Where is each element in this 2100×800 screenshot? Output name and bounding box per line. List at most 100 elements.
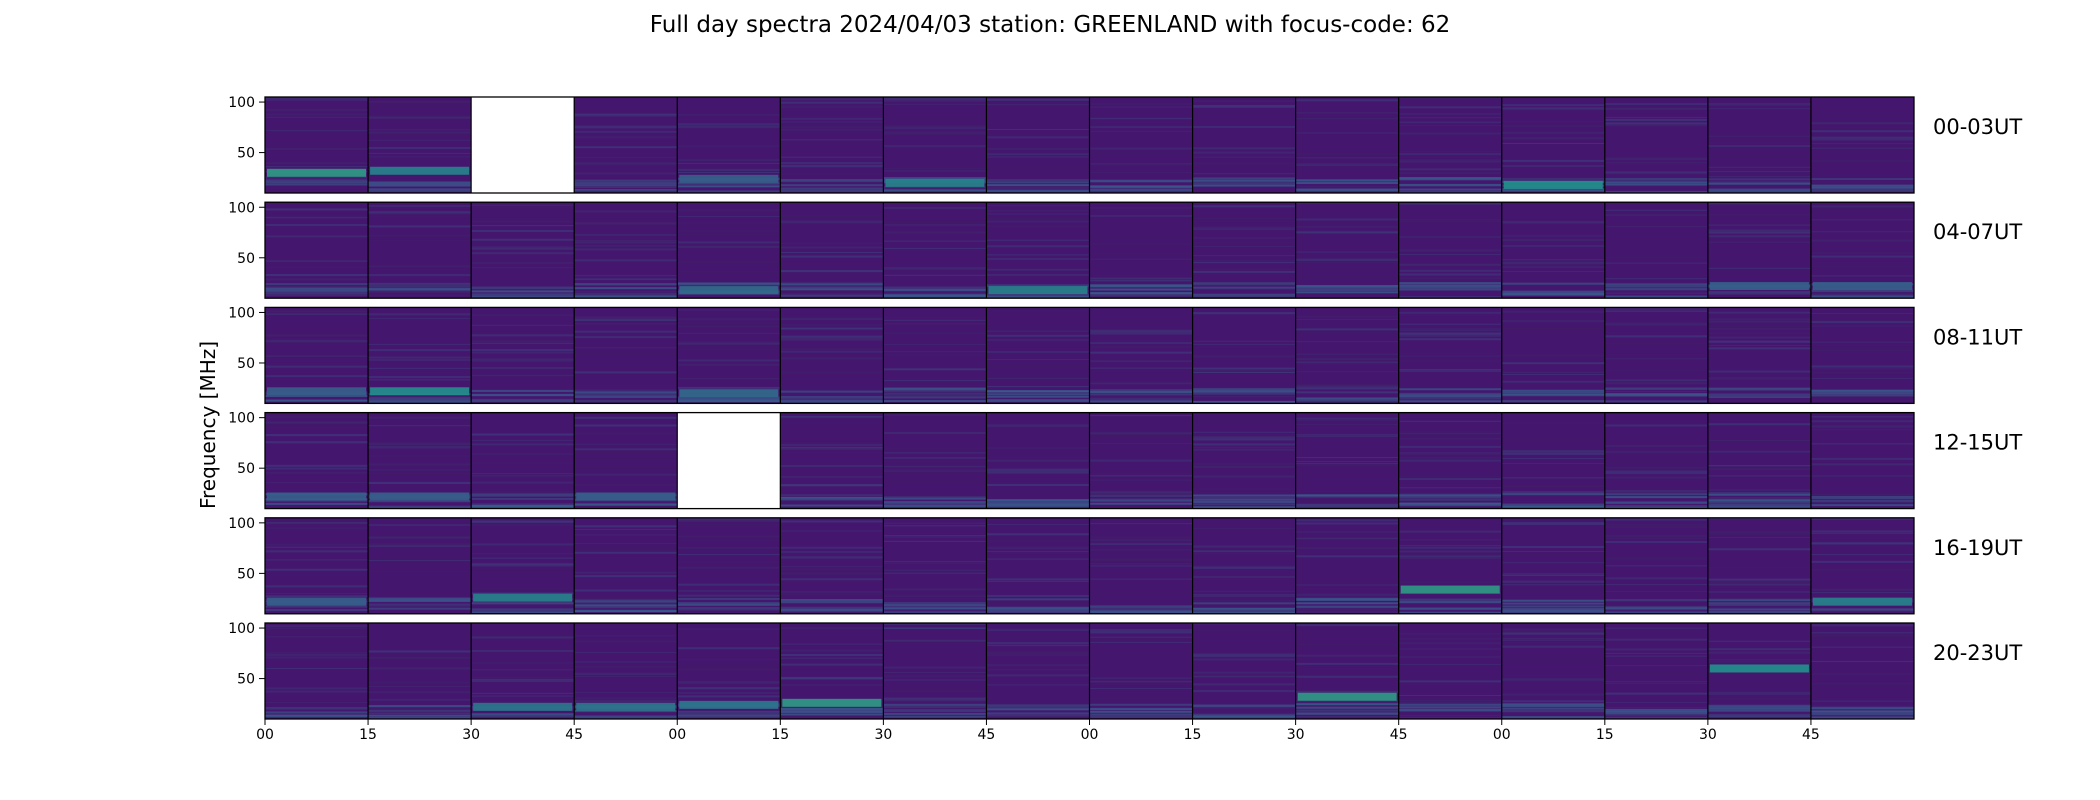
spectrum-panel [1810, 412, 1914, 509]
spectrum-panel [574, 623, 678, 719]
spectrum-panel [1089, 97, 1193, 193]
spectrum-panel [1604, 412, 1708, 509]
spectrum-panel [1501, 307, 1605, 404]
spectrum-panel [1707, 623, 1811, 719]
spectrum-panel [368, 202, 472, 299]
spectrum-panel [1604, 623, 1708, 719]
x-tick-label: 15 [1184, 727, 1202, 743]
bright-band [679, 389, 779, 398]
spectrum-panel [471, 517, 575, 614]
y-tick-label: 100 [228, 621, 255, 637]
spectrum-panel [368, 517, 472, 614]
spectrum-panel [574, 307, 678, 404]
bright-band [1503, 180, 1603, 189]
spectrum-panel [986, 623, 1090, 719]
spectrum-panel [986, 517, 1090, 614]
spectra-row: 100 50 20-23UT [228, 621, 2022, 720]
spectrum-panel [574, 412, 678, 509]
row-label: 08-11UT [1933, 325, 2022, 349]
row-frame [264, 306, 1915, 405]
spectra-row: 100 50 12-15UT [228, 411, 2022, 510]
spectrum-panel [677, 517, 781, 614]
spectrum-panel [1707, 97, 1811, 193]
row-frame [264, 201, 1915, 299]
bright-band [370, 387, 470, 396]
bright-band [988, 286, 1088, 295]
spectra-row: 100 50 00-03UT [228, 95, 2022, 194]
spectrum-panel [1089, 202, 1193, 299]
spectrum-panel [1398, 307, 1502, 404]
x-tick-label: 00 [668, 727, 686, 743]
x-tick-label: 45 [978, 727, 996, 743]
spectrum-panel [780, 623, 884, 719]
spectrum-panel [1501, 97, 1605, 193]
x-tick-label: 30 [462, 727, 480, 743]
spectrum-panel [1398, 412, 1502, 509]
spectrum-panel [1604, 517, 1708, 614]
row-label: 16-19UT [1933, 536, 2022, 560]
x-tick-label: 30 [1699, 727, 1717, 743]
spectrum-panel [1810, 307, 1914, 404]
spectrum-panel [1089, 307, 1193, 404]
spectrum-panel [780, 97, 884, 193]
spectra-row: 100 50 08-11UT [228, 305, 2022, 405]
spectrum-panel [1192, 517, 1296, 614]
spectrum-panel [1604, 97, 1708, 193]
x-tick-label: 15 [359, 727, 377, 743]
spectrum-panel [1707, 517, 1811, 614]
spectrum-panel [883, 517, 987, 614]
x-tick-label: 30 [1287, 727, 1305, 743]
spectrum-panel [677, 307, 781, 404]
bright-band [1400, 585, 1500, 594]
bright-band [1812, 597, 1912, 606]
y-tick-label: 50 [237, 461, 255, 477]
spectrum-panel [1398, 97, 1502, 193]
spectrum-panel [1810, 202, 1914, 299]
spectrum-panel [265, 307, 369, 404]
spectrum-panel [1810, 623, 1914, 719]
bright-band [473, 702, 573, 711]
y-tick-label: 100 [228, 411, 255, 427]
spectrum-panel [1398, 202, 1502, 299]
spectra-row: 100 50 16-19UT [228, 516, 2022, 615]
y-tick-label: 100 [228, 516, 255, 532]
spectrum-panel [1192, 202, 1296, 299]
bright-band [679, 700, 779, 709]
spectrum-panel [1295, 97, 1399, 193]
spectrum-panel [265, 517, 369, 614]
spectrum-panel [1501, 412, 1605, 509]
spectrum-panel [1192, 97, 1296, 193]
spectrum-panel [1707, 202, 1811, 299]
spectrum-panel [1398, 517, 1502, 614]
spectrum-panel [1295, 623, 1399, 719]
spectrum-panel [780, 412, 884, 509]
spectrum-panel [471, 202, 575, 299]
spectrum-panel [677, 202, 781, 299]
bright-band [679, 286, 779, 295]
spectrum-panel [574, 517, 678, 614]
bright-band [267, 492, 367, 501]
y-tick-label: 50 [237, 356, 255, 372]
y-tick-label: 100 [228, 95, 255, 111]
spectrum-panel [883, 412, 987, 509]
spectrum-panel [471, 307, 575, 404]
row-label: 00-03UT [1933, 115, 2022, 139]
x-tick-label: 15 [771, 727, 789, 743]
x-tick-label: 30 [874, 727, 892, 743]
y-tick-label: 50 [237, 566, 255, 582]
bright-band [576, 492, 676, 501]
spectrum-panel [1192, 307, 1296, 404]
y-tick-label: 100 [228, 305, 255, 321]
bright-band [1709, 282, 1809, 291]
x-tick-label: 45 [1390, 727, 1408, 743]
spectrum-panel [265, 412, 369, 509]
x-tick-label: 00 [256, 727, 274, 743]
row-frame [264, 96, 1915, 194]
bright-band [782, 698, 882, 707]
bright-band [267, 168, 367, 177]
spectrum-panel [1501, 623, 1605, 719]
bright-band [1812, 282, 1912, 291]
y-tick-label: 50 [237, 672, 255, 688]
spectrum-panel [265, 623, 369, 719]
x-tick-label: 15 [1596, 727, 1614, 743]
